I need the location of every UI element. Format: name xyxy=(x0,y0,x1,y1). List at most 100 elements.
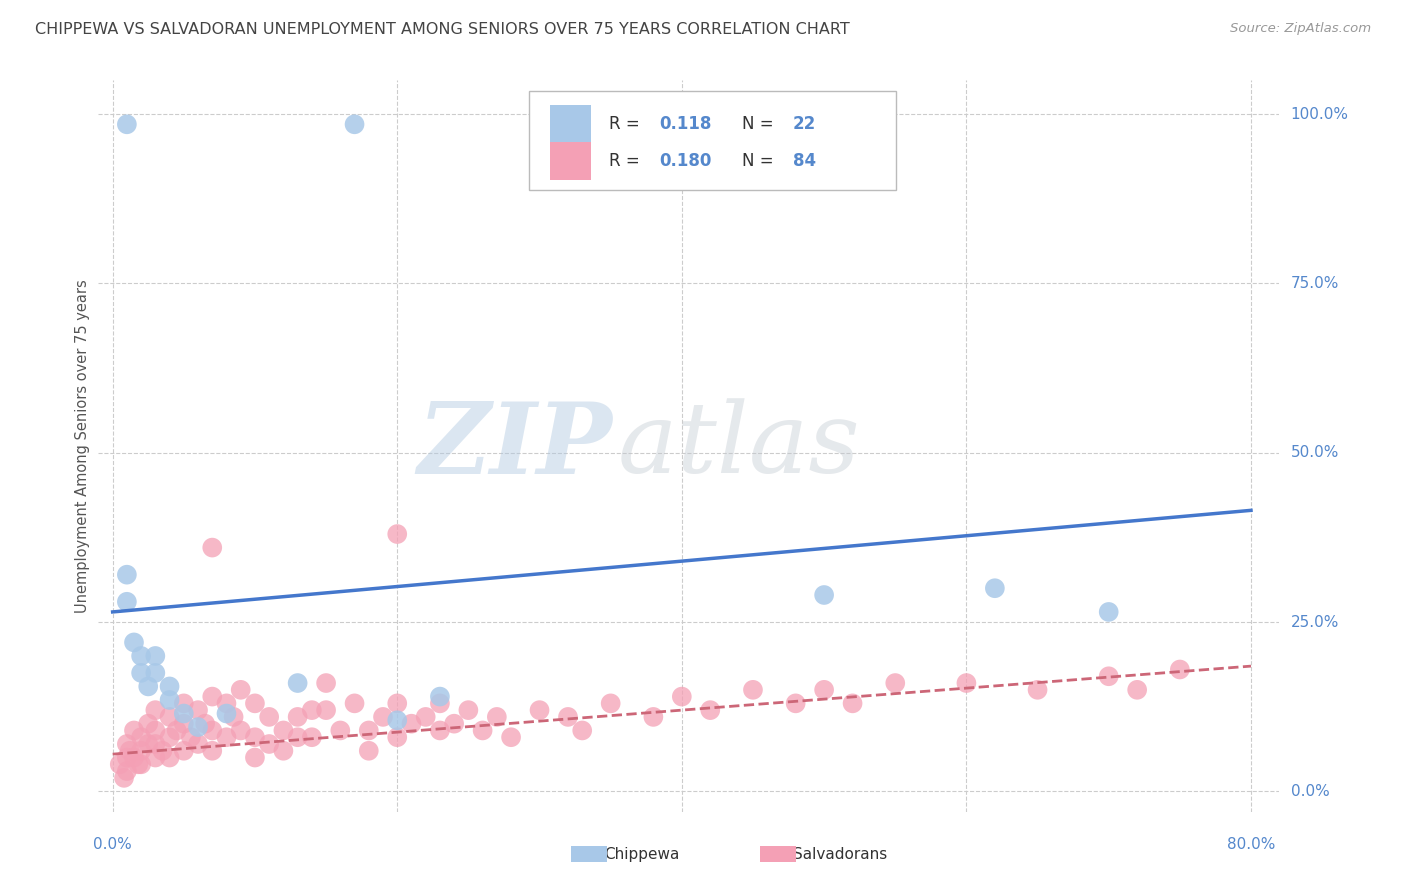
Point xyxy=(194,716,217,731)
Point xyxy=(243,750,266,764)
Point xyxy=(471,723,494,738)
Point xyxy=(115,117,138,131)
Point xyxy=(301,730,323,744)
Point xyxy=(166,723,188,738)
Point xyxy=(173,744,195,758)
Point xyxy=(1098,669,1121,683)
Point xyxy=(813,588,835,602)
Point xyxy=(742,682,765,697)
Point xyxy=(180,730,202,744)
FancyBboxPatch shape xyxy=(550,105,591,144)
Point xyxy=(136,680,159,694)
Point xyxy=(813,682,835,697)
Point xyxy=(273,744,295,758)
Point xyxy=(201,744,224,758)
Point xyxy=(152,744,174,758)
Point xyxy=(115,764,138,778)
Text: R =: R = xyxy=(609,152,644,169)
Point xyxy=(129,648,152,663)
Point xyxy=(457,703,479,717)
Point xyxy=(1098,605,1121,619)
Point xyxy=(343,697,366,711)
Text: 0.0%: 0.0% xyxy=(93,837,132,852)
Point xyxy=(1026,682,1049,697)
Point xyxy=(287,730,309,744)
Text: 84: 84 xyxy=(793,152,815,169)
FancyBboxPatch shape xyxy=(550,142,591,180)
Point xyxy=(315,676,337,690)
Point xyxy=(159,710,181,724)
Point xyxy=(115,595,138,609)
Point xyxy=(136,716,159,731)
Y-axis label: Unemployment Among Seniors over 75 years: Unemployment Among Seniors over 75 years xyxy=(75,279,90,613)
Point xyxy=(429,723,451,738)
Point xyxy=(315,703,337,717)
Point xyxy=(143,703,166,717)
Point xyxy=(785,697,807,711)
Point xyxy=(557,710,579,724)
Point xyxy=(187,737,209,751)
Point xyxy=(301,703,323,717)
Point xyxy=(173,697,195,711)
Point xyxy=(215,706,238,721)
Point xyxy=(387,527,409,541)
Point xyxy=(173,716,195,731)
Point xyxy=(884,676,907,690)
Point xyxy=(357,723,380,738)
Point xyxy=(143,750,166,764)
Point xyxy=(159,730,181,744)
Point xyxy=(115,737,138,751)
Point xyxy=(387,730,409,744)
Text: 100.0%: 100.0% xyxy=(1291,107,1348,121)
Text: 50.0%: 50.0% xyxy=(1291,445,1339,460)
Point xyxy=(115,567,138,582)
FancyBboxPatch shape xyxy=(530,91,896,190)
Text: 75.0%: 75.0% xyxy=(1291,276,1339,291)
Point xyxy=(599,697,621,711)
Point xyxy=(229,682,252,697)
Point xyxy=(143,665,166,680)
Point xyxy=(571,723,593,738)
Point xyxy=(387,714,409,728)
Point xyxy=(529,703,551,717)
Point xyxy=(122,723,145,738)
Point xyxy=(215,697,238,711)
Point xyxy=(143,648,166,663)
Text: R =: R = xyxy=(609,115,644,133)
Point xyxy=(443,716,465,731)
Text: 0.180: 0.180 xyxy=(659,152,711,169)
Point xyxy=(1126,682,1149,697)
Text: Source: ZipAtlas.com: Source: ZipAtlas.com xyxy=(1230,22,1371,36)
Text: 25.0%: 25.0% xyxy=(1291,615,1339,630)
Point xyxy=(273,723,295,738)
Point xyxy=(429,690,451,704)
Point xyxy=(415,710,437,724)
Point xyxy=(243,730,266,744)
Text: N =: N = xyxy=(742,115,779,133)
Text: Salvadorans: Salvadorans xyxy=(793,847,887,862)
Point xyxy=(122,750,145,764)
Point xyxy=(222,710,245,724)
Point xyxy=(108,757,131,772)
Point xyxy=(357,744,380,758)
Point xyxy=(343,117,366,131)
Point xyxy=(643,710,665,724)
Point xyxy=(143,723,166,738)
Point xyxy=(699,703,721,717)
Text: N =: N = xyxy=(742,152,779,169)
Point xyxy=(129,730,152,744)
Point xyxy=(215,730,238,744)
Point xyxy=(159,693,181,707)
Point xyxy=(173,706,195,721)
Point xyxy=(229,723,252,738)
Point xyxy=(122,635,145,649)
Point xyxy=(129,665,152,680)
Point xyxy=(112,771,135,785)
Point xyxy=(129,757,152,772)
Point xyxy=(387,697,409,711)
Point xyxy=(187,720,209,734)
Text: CHIPPEWA VS SALVADORAN UNEMPLOYMENT AMONG SENIORS OVER 75 YEARS CORRELATION CHAR: CHIPPEWA VS SALVADORAN UNEMPLOYMENT AMON… xyxy=(35,22,849,37)
Point xyxy=(401,716,423,731)
Point xyxy=(1168,663,1191,677)
Point xyxy=(136,737,159,751)
